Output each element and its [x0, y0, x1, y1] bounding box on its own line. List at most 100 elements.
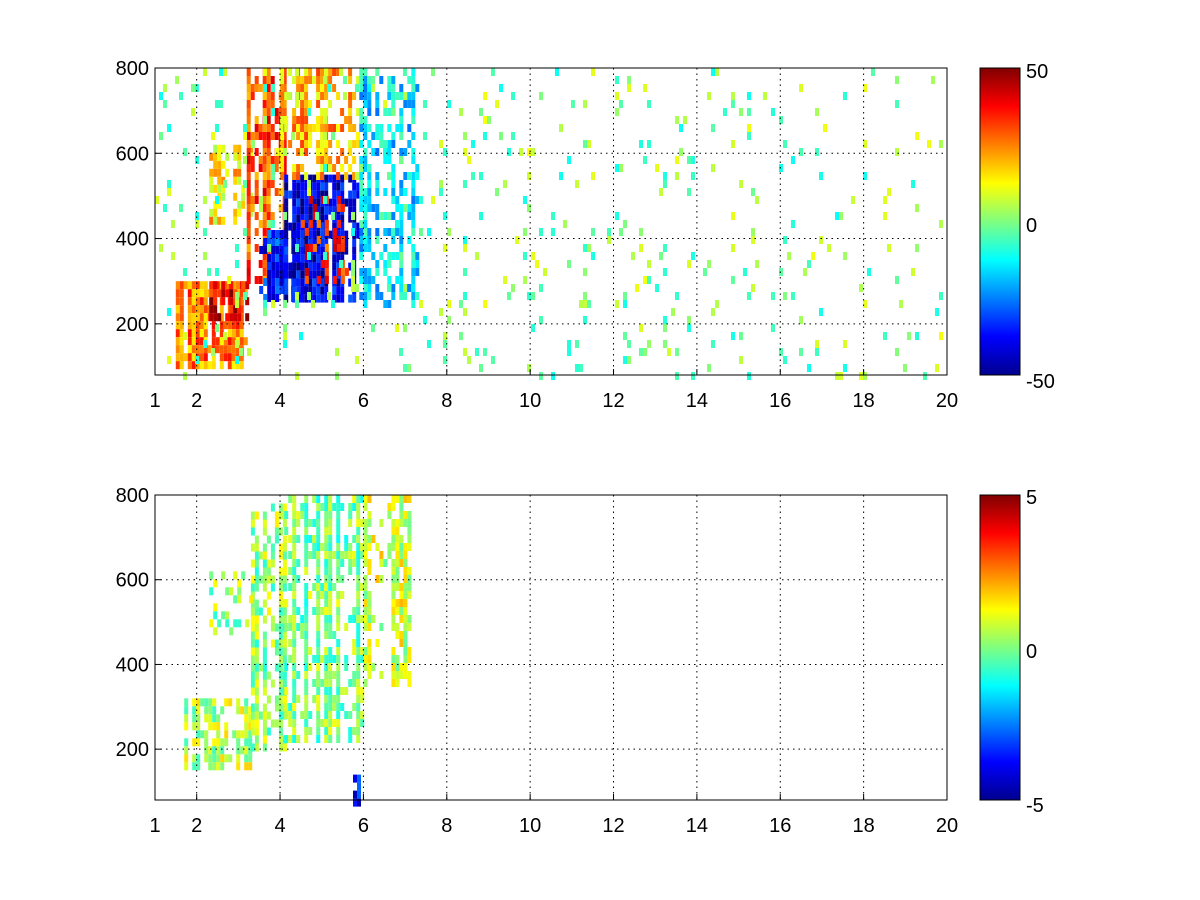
top-heatmap-cell: [411, 220, 416, 228]
top-heatmap-cell: [278, 108, 283, 116]
top-heatmap-cell: [691, 172, 695, 180]
top-heatmap-cell: [331, 212, 335, 220]
top-heatmap-cell: [799, 148, 803, 156]
top-heatmap-cell: [375, 204, 380, 212]
top-heatmap-cell: [203, 313, 208, 322]
top-heatmap-cell: [167, 124, 171, 132]
bottom-heatmap-cell: [292, 719, 297, 727]
top-heatmap-cell: [183, 148, 187, 156]
top-heatmap-cell: [300, 190, 305, 199]
top-heatmap-cell: [352, 182, 357, 191]
bottom-heatmap-cell: [308, 519, 313, 527]
top-heatmap-cell: [312, 174, 317, 183]
top-heatmap-cell: [791, 156, 795, 164]
bottom-heatmap-cell: [266, 711, 271, 720]
top-heatmap-cell: [411, 292, 416, 300]
bottom-heatmap-cell: [232, 730, 237, 739]
bottom-heatmap-cell: [274, 647, 279, 656]
top-heatmap-cell: [483, 300, 487, 308]
bottom-heatmap-cell: [316, 703, 321, 711]
top-heatmap-cell: [332, 227, 337, 236]
top-heatmap-cell: [246, 140, 251, 148]
bottom-heatmap-cell: [282, 695, 287, 704]
top-heatmap-cell: [213, 289, 218, 298]
bottom-heatmap-cell: [225, 587, 230, 596]
bottom-heatmap-cell: [282, 607, 287, 616]
bottom-heatmap-cell: [332, 551, 337, 559]
top-heatmap-cell: [915, 332, 919, 340]
top-heatmap-cell: [229, 313, 234, 322]
top-heatmap-cell: [179, 345, 184, 354]
top-heatmap-cell: [262, 180, 267, 188]
bottom-heatmap-cell: [324, 719, 329, 727]
bottom-heatmap-cell: [274, 695, 279, 704]
top-heatmap-cell: [583, 100, 587, 108]
bottom-heatmap-cell: [212, 698, 217, 707]
top-heatmap-cell: [747, 372, 751, 380]
top-heatmap-cell: [271, 220, 275, 228]
top-heatmap-cell: [279, 278, 284, 286]
bottom-heatmap-cell: [282, 535, 287, 544]
top-heatmap-cell: [807, 260, 811, 268]
top-heatmap-cell: [671, 308, 675, 316]
top-heatmap-cell: [300, 230, 305, 239]
bottom-heatmap-cell: [391, 671, 396, 679]
top-heatmap-cell: [375, 260, 380, 268]
top-heatmap-cell: [233, 192, 238, 201]
bottom-heatmap-cell: [312, 583, 317, 591]
top-heatmap-cell: [403, 324, 407, 332]
top-heatmap-cell: [348, 76, 353, 84]
top-heatmap-cell: [324, 206, 329, 215]
top-heatmap-cell: [155, 196, 159, 204]
top-heatmap-cell: [270, 132, 275, 140]
bottom-heatmap-cell: [270, 679, 275, 688]
top-heatmap-cell: [691, 252, 695, 260]
top-heatmap-cell: [352, 254, 357, 263]
top-heatmap-cell: [304, 148, 309, 156]
top-heatmap-cell: [367, 100, 372, 108]
bottom-heatmap-cell: [262, 663, 267, 672]
top-heatmap-cell: [217, 176, 222, 185]
top-heatmap-cell: [895, 148, 899, 156]
bottom-heatmap-cell: [360, 551, 365, 559]
bottom-heatmap-cell: [328, 535, 333, 543]
top-heatmap-cell: [587, 244, 591, 252]
bottom-heatmap-cell: [236, 762, 241, 771]
top-heatmap-cell: [367, 244, 372, 252]
bottom-heatmap-cell: [254, 623, 259, 632]
top-heatmap-cell: [199, 281, 204, 290]
bottom-heatmap-cell: [266, 727, 271, 736]
bottom-heatmap-cell: [282, 543, 287, 552]
top-heatmap-cell: [159, 92, 163, 100]
top-heatmap-cell: [274, 108, 279, 116]
bottom-heatmap-cell: [292, 543, 297, 551]
bottom-heatmap-cell: [228, 698, 233, 707]
bottom-heatmap-cell: [356, 671, 361, 679]
top-heatmap-cell: [267, 220, 271, 228]
top-heatmap-cell: [551, 212, 555, 220]
top-heatmap-cell: [332, 275, 337, 284]
top-heatmap-cell: [336, 243, 341, 252]
bottom-heatmap-cell: [357, 774, 361, 783]
bottom-heatmap-cell: [356, 575, 361, 583]
bottom-x-tick-label: 6: [358, 815, 369, 837]
top-heatmap-cell: [271, 246, 276, 254]
top-heatmap-cell: [296, 222, 301, 231]
top-heatmap-cell: [179, 337, 184, 346]
bottom-heatmap-cell: [250, 647, 255, 656]
bottom-heatmap-cell: [316, 607, 321, 615]
bottom-heatmap-cell: [304, 687, 309, 695]
bottom-heatmap-cell: [324, 551, 329, 559]
top-heatmap-cell: [475, 252, 479, 260]
top-heatmap-cell: [292, 238, 297, 247]
top-heatmap-cell: [411, 172, 416, 180]
top-heatmap-cell: [352, 294, 357, 303]
top-heatmap-cell: [175, 305, 180, 314]
top-heatmap-cell: [271, 294, 276, 302]
bottom-heatmap-cell: [360, 495, 365, 503]
top-heatmap-cell: [229, 305, 234, 314]
top-heatmap-cell: [300, 164, 305, 172]
bottom-heatmap-cell: [288, 655, 293, 663]
top-heatmap-cell: [679, 124, 683, 132]
top-heatmap-cell: [340, 294, 345, 303]
